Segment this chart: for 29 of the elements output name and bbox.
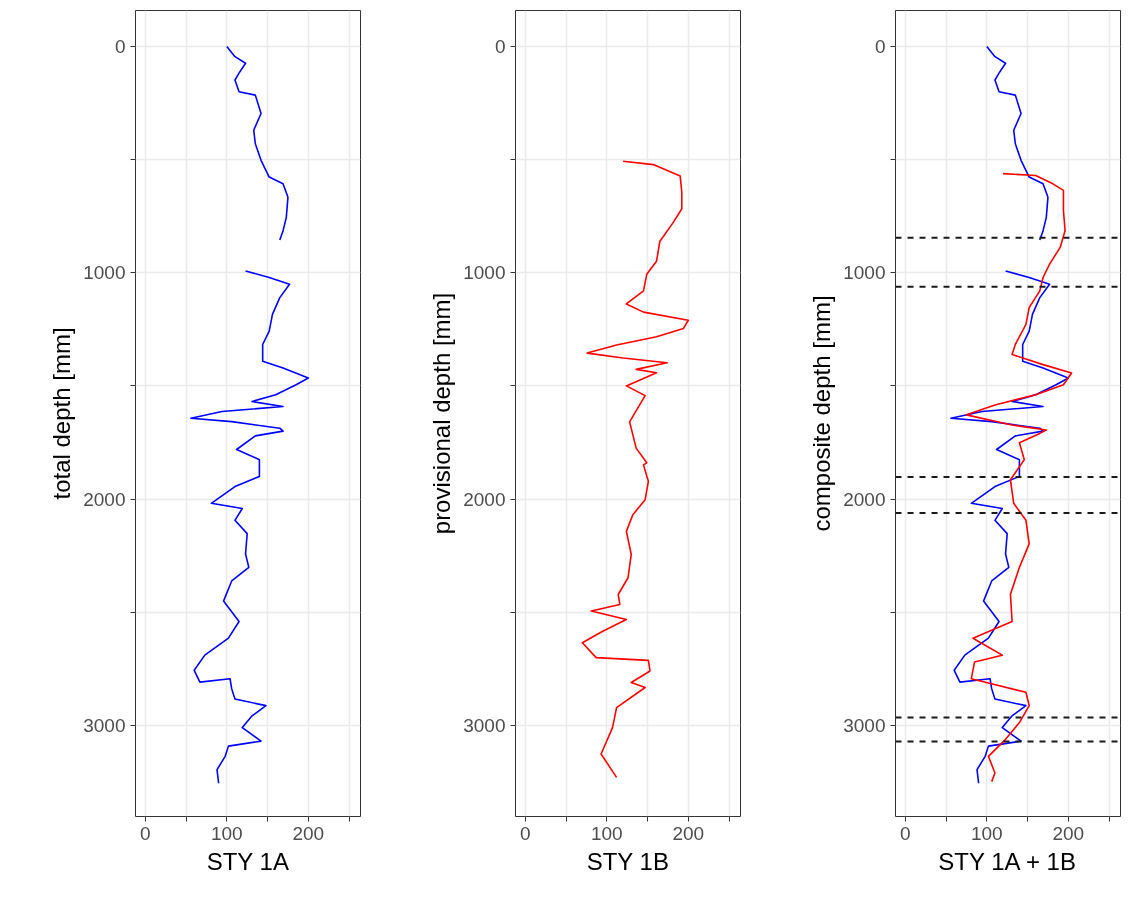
y-tick-label: 0 xyxy=(114,35,126,57)
y-tick-label: 1000 xyxy=(463,262,506,284)
y-tick-label: 1000 xyxy=(843,262,886,284)
x-tick-label: 0 xyxy=(520,822,531,844)
x-tick-label: 200 xyxy=(1052,822,1085,844)
x-tick-label: 0 xyxy=(900,822,911,844)
y-tick-label: 2000 xyxy=(83,488,126,510)
x-tick-label: 100 xyxy=(590,822,623,844)
y-tick-label: 2000 xyxy=(463,488,506,510)
x-tick-label: 100 xyxy=(210,822,243,844)
y-tick-label: 2000 xyxy=(843,488,886,510)
x-axis-title: STY 1B xyxy=(586,847,669,875)
x-tick-label: 100 xyxy=(970,822,1003,844)
line-series xyxy=(581,160,690,779)
y-tick-label: 1000 xyxy=(83,262,126,284)
line-series xyxy=(965,172,1073,783)
y-tick-label: 3000 xyxy=(83,714,126,736)
y-tick-label: 3000 xyxy=(463,714,506,736)
y-tick-label: 0 xyxy=(494,35,506,57)
x-tick-label: 200 xyxy=(672,822,705,844)
y-axis-title: composite depth [mm] xyxy=(808,295,836,532)
x-axis-title: STY 1A + 1B xyxy=(938,847,1076,875)
y-tick-label: 0 xyxy=(874,35,886,57)
y-tick-label: 3000 xyxy=(843,714,886,736)
x-tick-label: 200 xyxy=(292,822,325,844)
y-axis-title: provisional depth [mm] xyxy=(428,292,456,535)
x-tick-label: 0 xyxy=(140,822,151,844)
x-axis-title: STY 1A xyxy=(206,847,289,875)
y-axis-title: total depth [mm] xyxy=(48,327,76,500)
